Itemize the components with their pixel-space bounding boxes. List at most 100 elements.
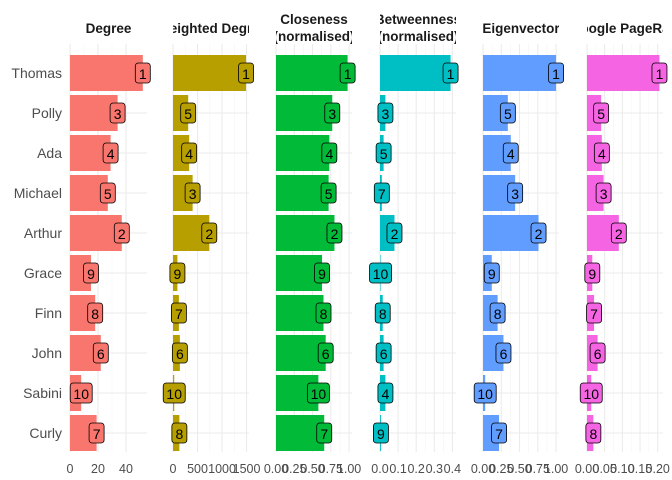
rank-label-box bbox=[201, 222, 218, 244]
rank-label-box bbox=[134, 62, 151, 84]
x-tick-label: 0.15 bbox=[628, 462, 652, 476]
x-tick-label: 500 bbox=[187, 462, 208, 476]
x-tick-label: 0.75 bbox=[526, 462, 550, 476]
rank-label-box bbox=[92, 342, 109, 364]
node-label-sabini: Sabini bbox=[23, 385, 62, 401]
rank-label: 7 bbox=[93, 426, 101, 442]
facet-title-group: Eigenvector bbox=[482, 21, 560, 36]
bar-thomas bbox=[70, 55, 143, 91]
rank-label-box bbox=[88, 422, 105, 444]
facet-title: Degree bbox=[86, 21, 132, 36]
rank-label: 7 bbox=[175, 306, 183, 322]
rank-label-box bbox=[375, 342, 392, 364]
rank-label: 1 bbox=[242, 66, 250, 82]
rank-label-box bbox=[162, 382, 186, 404]
node-label-ada: Ada bbox=[37, 145, 62, 161]
node-label-polly: Polly bbox=[32, 105, 62, 121]
rank-label: 6 bbox=[97, 346, 105, 362]
x-tick-label: 1000 bbox=[208, 462, 236, 476]
rank-label-box bbox=[375, 142, 392, 164]
rank-label-box bbox=[579, 382, 603, 404]
rank-label-box bbox=[373, 182, 390, 204]
rank-label-box bbox=[473, 382, 497, 404]
rank-label-box bbox=[109, 102, 126, 124]
rank-label: 6 bbox=[380, 346, 388, 362]
bars-group: 1 3 4 5 2 9 8 6 10 7 bbox=[276, 55, 356, 451]
rank-label-box bbox=[489, 302, 506, 324]
rank-label: 3 bbox=[511, 186, 519, 202]
x-tick-label: 0.50 bbox=[300, 462, 324, 476]
bars-group: 1 5 4 3 2 9 7 6 10 8 bbox=[579, 55, 668, 451]
x-tick-label: 20 bbox=[91, 462, 105, 476]
facet-title-group: Degree bbox=[86, 21, 132, 36]
rank-label-box bbox=[502, 142, 519, 164]
rank-label: 1 bbox=[139, 66, 147, 82]
bar-arthur bbox=[70, 215, 122, 251]
rank-label: 6 bbox=[594, 346, 602, 362]
rank-label: 9 bbox=[174, 266, 182, 282]
rank-label-box bbox=[651, 62, 668, 84]
node-label-michael: Michael bbox=[14, 185, 62, 201]
x-tick-label: 0.50 bbox=[507, 462, 531, 476]
bars-group: 1 5 4 3 2 9 8 6 10 7 bbox=[473, 55, 564, 451]
rank-label-box bbox=[113, 222, 130, 244]
bar-polly bbox=[276, 95, 333, 131]
x-tick-label: 0.3 bbox=[426, 462, 443, 476]
rank-label: 1 bbox=[552, 66, 560, 82]
bar-curly bbox=[276, 415, 325, 451]
rank-label: 2 bbox=[615, 226, 623, 242]
rank-label-box bbox=[377, 382, 394, 404]
rank-label: 10 bbox=[166, 386, 182, 402]
rank-label: 6 bbox=[500, 346, 508, 362]
rank-label: 10 bbox=[477, 386, 493, 402]
rank-label-box bbox=[373, 422, 389, 444]
rank-label: 4 bbox=[185, 146, 193, 162]
rank-label: 5 bbox=[184, 106, 192, 122]
facet-title: Closeness bbox=[280, 12, 348, 27]
facet-title: Eigenvector bbox=[482, 21, 560, 36]
rank-label: 4 bbox=[598, 146, 606, 162]
x-tick-label: 40 bbox=[119, 462, 133, 476]
rank-label-box bbox=[238, 62, 254, 84]
rank-label: 8 bbox=[91, 306, 99, 322]
rank-label: 1 bbox=[344, 66, 352, 82]
rank-label: 4 bbox=[107, 146, 115, 162]
x-tick-label: 0.05 bbox=[593, 462, 617, 476]
x-tick-label: 0.00 bbox=[264, 462, 288, 476]
rank-label: 2 bbox=[535, 226, 543, 242]
rank-label: 6 bbox=[322, 346, 330, 362]
rank-label-box bbox=[306, 382, 330, 404]
node-label-finn: Finn bbox=[35, 305, 62, 321]
node-label-grace: Grace bbox=[24, 265, 62, 281]
facet-title-group: Closeness (normalised) bbox=[273, 12, 354, 44]
rank-label: 7 bbox=[590, 306, 598, 322]
facet-panel-5: 1 5 4 3 2 9 8 6 10 7 Eigenvector 0.000.250.500.751.… bbox=[471, 21, 568, 476]
facet-panel-3: 1 3 4 5 2 9 8 6 10 7 Closeness (normalised) 0.000.25… bbox=[264, 12, 361, 476]
x-tick-label: 0 bbox=[67, 462, 74, 476]
rank-label-box bbox=[530, 222, 547, 244]
bars-group: 1 3 4 5 2 9 8 6 10 7 bbox=[69, 55, 151, 451]
rank-label-box bbox=[585, 422, 602, 444]
facet-panel-6: 1 5 4 3 2 9 7 6 10 8 oogle PageRa 0.000.050.100.150… bbox=[575, 21, 670, 476]
rank-label: 3 bbox=[600, 186, 608, 202]
rank-label: 5 bbox=[504, 106, 512, 122]
rank-label-box bbox=[442, 62, 459, 84]
facet-title-group: eighted Degr bbox=[173, 21, 249, 36]
facet-title-group: Betweenness (normalised) bbox=[380, 12, 456, 44]
facet-panel-1: 1 3 4 5 2 9 8 6 10 7 Degree 0 20 40 bbox=[67, 21, 151, 476]
rank-label: 2 bbox=[331, 226, 339, 242]
x-tick-label: 0.00 bbox=[575, 462, 599, 476]
rank-label-box bbox=[99, 182, 116, 204]
rank-label: 3 bbox=[114, 106, 122, 122]
rank-label-box bbox=[180, 102, 197, 124]
rank-label-box bbox=[171, 342, 188, 364]
rank-label-box bbox=[507, 182, 524, 204]
rank-label: 8 bbox=[589, 426, 597, 442]
x-tick-label: 0.20 bbox=[646, 462, 670, 476]
facet-title: (normalised) bbox=[273, 29, 354, 44]
rank-label: 5 bbox=[325, 186, 333, 202]
x-tick-label: 0.4 bbox=[444, 462, 461, 476]
rank-label-box bbox=[595, 182, 612, 204]
rank-label-box bbox=[171, 422, 188, 444]
node-label-arthur: Arthur bbox=[24, 225, 62, 241]
